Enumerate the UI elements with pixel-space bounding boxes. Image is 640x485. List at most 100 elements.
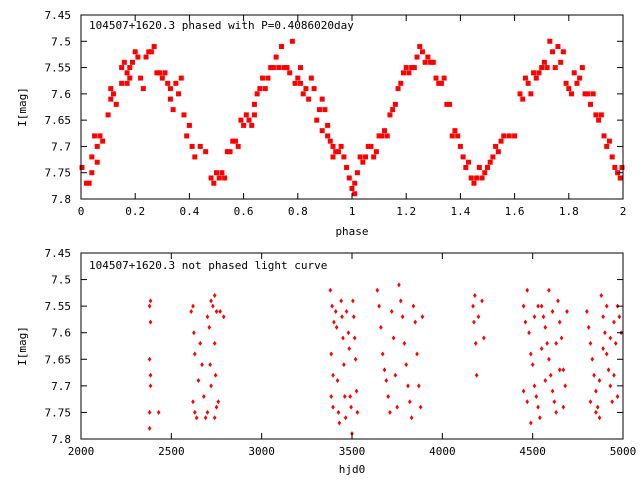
phased-data-point xyxy=(100,138,106,144)
phased-data-point xyxy=(113,101,119,107)
phased-data-point xyxy=(127,65,133,71)
phased-data-point xyxy=(222,175,228,181)
unphased-data-point xyxy=(343,415,348,421)
phased-data-point xyxy=(249,122,255,128)
unphased-y-tick-label: 7.65 xyxy=(45,353,72,366)
unphased-data-point xyxy=(380,351,385,357)
phased-data-point xyxy=(525,80,531,86)
unphased-data-point xyxy=(344,308,349,314)
unphased-data-point xyxy=(329,351,334,357)
unphased-data-point xyxy=(386,393,390,399)
unphased-data-point xyxy=(532,383,537,389)
phased-axis-ticks: 0 0.2 0.4 0.6 0.8 1 1.2 1.4 1.6 1.8 2 7.45 7.5 7.55 7.… xyxy=(45,9,627,218)
phased-data-point xyxy=(94,159,100,165)
unphased-data-point xyxy=(148,319,153,325)
phased-data-point xyxy=(246,117,252,123)
unphased-data-point xyxy=(529,420,533,426)
unphased-data-point xyxy=(375,287,380,293)
unphased-data-point xyxy=(342,362,346,368)
phased-data-point xyxy=(466,159,472,165)
phased-data-point xyxy=(300,91,306,97)
unphased-data-point xyxy=(525,287,530,293)
unphased-data-point xyxy=(408,399,412,405)
unphased-light-curve-panel: 2000 2500 3000 3500 4000 4500 5000 7.45 7.5 7.55 7… xyxy=(16,247,636,476)
phased-x-tick-label: 0.4 xyxy=(179,205,199,218)
phased-data-point xyxy=(173,80,179,86)
phased-y-tick-label: 7.65 xyxy=(45,114,72,127)
unphased-data-point xyxy=(335,378,340,384)
phased-data-point xyxy=(541,59,547,65)
unphased-y-tick-label: 7.6 xyxy=(51,327,71,340)
phased-data-point xyxy=(447,101,453,107)
phased-data-point xyxy=(325,122,331,128)
phased-data-point xyxy=(533,75,539,81)
unphased-data-point xyxy=(597,378,602,384)
unphased-data-point xyxy=(336,409,341,415)
unphased-data-point xyxy=(415,351,419,357)
phased-x-tick-label: 0.2 xyxy=(125,205,145,218)
phased-data-point xyxy=(105,112,111,118)
unphased-data-point xyxy=(147,425,152,431)
unphased-data-point xyxy=(330,303,334,309)
unphased-y-tick-label: 7.5 xyxy=(51,274,71,287)
phased-data-point xyxy=(276,65,282,71)
phased-data-point xyxy=(119,65,125,71)
unphased-data-point xyxy=(530,362,535,368)
unphased-data-point xyxy=(351,298,355,304)
phased-data-point xyxy=(189,143,195,149)
unphased-data-point xyxy=(354,388,359,394)
phased-data-point xyxy=(176,91,182,97)
unphased-data-point xyxy=(543,324,548,330)
unphased-data-point xyxy=(409,415,414,421)
phased-y-tick-label: 7.6 xyxy=(51,88,71,101)
phased-x-tick-label: 1.2 xyxy=(396,205,416,218)
phased-data-point xyxy=(344,164,350,170)
unphased-data-point xyxy=(211,303,215,309)
unphased-data-point xyxy=(592,372,596,378)
phased-data-point xyxy=(400,70,406,76)
unphased-data-point xyxy=(595,404,600,410)
phased-data-point xyxy=(360,159,366,165)
unphased-data-point xyxy=(347,346,352,352)
unphased-y-tick-label: 7.8 xyxy=(51,433,71,446)
unphased-data-point xyxy=(331,404,335,410)
unphased-data-point xyxy=(353,356,358,362)
phased-data-point xyxy=(79,164,85,170)
phased-data-point xyxy=(428,59,434,65)
unphased-data-point xyxy=(212,293,217,299)
phased-data-point xyxy=(170,107,176,113)
phased-x-tick-label: 0.6 xyxy=(234,205,254,218)
unphased-data-point xyxy=(212,415,217,421)
unphased-data-point xyxy=(377,303,381,309)
phased-data-point xyxy=(148,49,154,55)
unphased-data-point xyxy=(474,372,479,378)
phased-data-point xyxy=(522,75,528,81)
unphased-data-point xyxy=(411,303,416,309)
phased-data-point xyxy=(86,180,92,186)
unphased-data-point xyxy=(393,372,398,378)
phased-data-point xyxy=(590,91,596,97)
phased-x-axis-label: phase xyxy=(335,225,368,238)
unphased-data-point xyxy=(332,319,336,325)
phased-data-point xyxy=(417,44,423,50)
phased-data-point xyxy=(436,80,442,86)
phased-data-point xyxy=(181,112,187,118)
phased-data-point xyxy=(216,175,222,181)
phased-data-point xyxy=(108,86,114,92)
phased-data-point xyxy=(579,65,585,71)
phased-data-point xyxy=(379,133,385,139)
unphased-data-point xyxy=(418,404,423,410)
phased-data-point xyxy=(132,49,138,55)
phased-data-point xyxy=(531,70,537,76)
unphased-data-point xyxy=(594,409,598,415)
phased-data-point xyxy=(485,164,490,170)
unphased-data-point xyxy=(525,399,530,405)
unphased-data-point xyxy=(417,383,421,389)
phased-data-point xyxy=(111,91,117,97)
unphased-data-point xyxy=(539,346,544,352)
phased-data-point xyxy=(159,75,165,81)
unphased-data-point xyxy=(213,372,218,378)
phased-data-point xyxy=(501,133,507,139)
phased-x-tick-label: 1.4 xyxy=(450,205,470,218)
phased-data-point xyxy=(430,59,436,65)
